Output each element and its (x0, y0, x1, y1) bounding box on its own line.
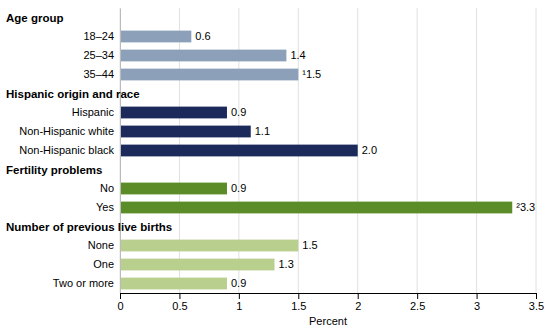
tick-mark (179, 293, 180, 299)
chart: 0.6 1.4 ¹1.5 0.9 1.1 2.0 0.9 ²3.3 1.5 1.3 0.9 18–24… (0, 0, 560, 329)
tick: 35–44 (83, 68, 114, 80)
tick-label: 1.5 (291, 300, 306, 312)
axis-line (120, 9, 121, 294)
data-label: 1.1 (255, 125, 270, 137)
tick-label: 3 (474, 300, 480, 312)
tick: No (100, 182, 114, 194)
bar (120, 202, 512, 214)
tick: 25–34 (83, 49, 114, 61)
tick: Non-Hispanic black (19, 144, 114, 156)
tick-mark (358, 293, 359, 299)
tick-label: 0 (117, 300, 123, 312)
tick-label: 2.5 (410, 300, 425, 312)
tick-label: 3.5 (529, 300, 544, 312)
tick: One (93, 258, 114, 270)
tick: 2 (355, 293, 361, 312)
tick-mark (477, 293, 478, 299)
tick-label: Hispanic (72, 106, 115, 118)
bar (120, 31, 191, 43)
bar (120, 278, 227, 290)
tick: 18–24 (83, 30, 114, 42)
group-header: Hispanic origin and race (6, 88, 140, 100)
data-label: 1.5 (302, 239, 317, 251)
tick: 0.5 (172, 293, 187, 312)
tick-label: 2 (355, 300, 361, 312)
tick-mark (536, 293, 537, 299)
tick: Non-Hispanic white (19, 125, 114, 137)
group-header: Age group (6, 12, 64, 24)
group-header: Number of previous live births (6, 221, 172, 233)
tick-label: None (88, 239, 114, 251)
plot: 0.6 1.4 ¹1.5 0.9 1.1 2.0 0.9 ²3.3 1.5 1.3 0.9 18–24… (6, 8, 544, 312)
group-headers: Age group Hispanic origin and race Fertili… (6, 12, 172, 233)
tick-mark (120, 293, 121, 299)
grid-line (417, 8, 418, 293)
tick: 0 (117, 293, 123, 312)
tick: 3.5 (529, 293, 544, 312)
tick: Two or more (53, 277, 114, 289)
bar (120, 69, 298, 81)
bar (120, 145, 358, 157)
tick: 3 (474, 293, 480, 312)
bar (120, 183, 227, 195)
data-label: ²3.3 (516, 201, 535, 213)
data-label: 0.9 (231, 277, 246, 289)
data-label: 0.9 (231, 106, 246, 118)
data-label: 1.3 (279, 258, 294, 270)
tick-label: 18–24 (83, 30, 114, 42)
x-axis: 0 0.5 1 1.5 2 2.5 3 3.5 (117, 293, 544, 312)
bar (120, 126, 251, 138)
axis-line (121, 294, 537, 300)
tick: 1.5 (291, 293, 306, 312)
tick-mark (298, 293, 299, 299)
data-label: 1.4 (290, 49, 305, 61)
bar (120, 259, 275, 271)
axis-title: Percent (309, 315, 347, 327)
data-labels: 0.6 1.4 ¹1.5 0.9 1.1 2.0 0.9 ²3.3 1.5 1.3 0.9 (195, 30, 535, 289)
tick-label: 25–34 (83, 49, 114, 61)
tick: None (88, 239, 114, 251)
tick-label: 0.5 (172, 300, 187, 312)
tick-label: Non-Hispanic white (19, 125, 114, 137)
tick-label: 1 (236, 300, 242, 312)
data-label: 2.0 (362, 144, 377, 156)
bar (120, 50, 286, 62)
grid-line (536, 8, 537, 293)
tick-label: One (93, 258, 114, 270)
grid (120, 8, 536, 293)
tick-label: 35–44 (83, 68, 114, 80)
tick: 1 (236, 293, 242, 312)
tick-label: Two or more (53, 277, 114, 289)
data-label: 0.9 (231, 182, 246, 194)
bars (120, 31, 512, 290)
grid-line (120, 8, 121, 293)
tick-label: Yes (96, 201, 114, 213)
grid-line (476, 8, 477, 293)
data-label: ¹1.5 (302, 68, 321, 80)
tick-label: Non-Hispanic black (19, 144, 114, 156)
tick-label: No (100, 182, 114, 194)
y-axis: 18–24 25–34 35–44 Hispanic Non-Hispanic whit… (19, 9, 120, 294)
bar (120, 240, 298, 252)
group-header: Fertility problems (6, 164, 103, 176)
tick: 2.5 (410, 293, 425, 312)
data-label: 0.6 (195, 30, 210, 42)
tick: Hispanic (72, 106, 115, 118)
tick-mark (417, 293, 418, 299)
tick: Yes (96, 201, 114, 213)
bar (120, 107, 227, 119)
tick-mark (239, 293, 240, 299)
